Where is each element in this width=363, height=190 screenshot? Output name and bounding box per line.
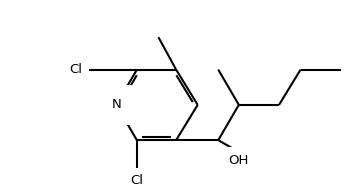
Text: Cl: Cl bbox=[130, 174, 143, 188]
Text: Cl: Cl bbox=[69, 63, 82, 76]
Text: N: N bbox=[111, 98, 121, 111]
Text: OH: OH bbox=[229, 154, 249, 167]
